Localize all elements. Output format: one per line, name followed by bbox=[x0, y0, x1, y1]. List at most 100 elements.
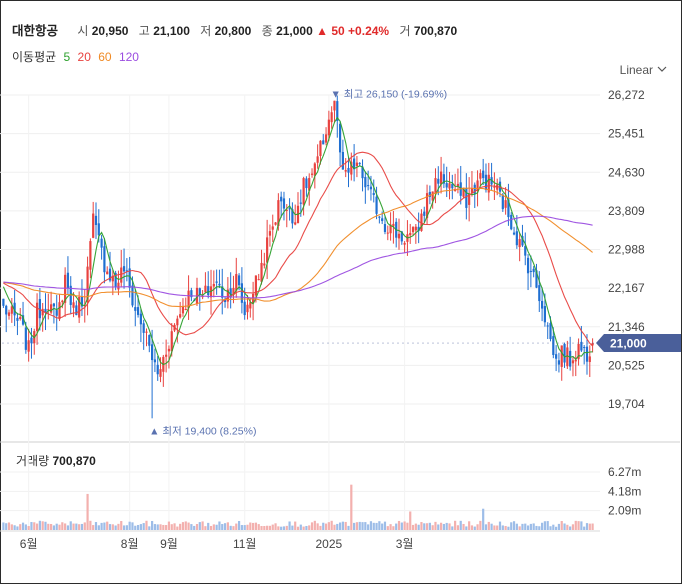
candle-body bbox=[400, 231, 403, 242]
volume-bar bbox=[288, 521, 291, 530]
volume-bar bbox=[19, 524, 22, 530]
candle-body bbox=[106, 271, 109, 275]
volume-panel-value: 700,870 bbox=[52, 454, 96, 468]
candle-body bbox=[347, 167, 350, 173]
close-label: 종 bbox=[261, 24, 273, 38]
candle-body bbox=[136, 307, 140, 315]
candle-body bbox=[285, 209, 288, 211]
candle-body bbox=[266, 237, 269, 263]
candle-body bbox=[204, 285, 207, 293]
volume-bar bbox=[400, 522, 403, 530]
candle-body bbox=[560, 345, 563, 367]
volume-bar bbox=[159, 524, 162, 530]
volume-bar bbox=[156, 524, 159, 530]
price-tick-label: 25,451 bbox=[608, 127, 645, 141]
candle-body bbox=[305, 178, 308, 189]
candle-body bbox=[52, 303, 56, 307]
candle-body bbox=[72, 302, 75, 308]
volume-bar bbox=[305, 525, 308, 530]
volume-bar bbox=[291, 525, 294, 530]
volume-bar bbox=[476, 524, 479, 530]
volume-bar bbox=[588, 523, 591, 530]
candle-body bbox=[324, 134, 328, 143]
candle-body bbox=[24, 327, 27, 350]
volume-bar bbox=[38, 520, 41, 530]
candle-body bbox=[515, 231, 518, 246]
volume-bar bbox=[428, 522, 431, 530]
volume-bar bbox=[308, 525, 311, 530]
close-value: 21,000 bbox=[276, 24, 313, 38]
volume-bar bbox=[21, 522, 25, 530]
volume-bar bbox=[437, 524, 440, 530]
candle-body bbox=[221, 286, 224, 298]
volume-bar bbox=[69, 521, 72, 530]
candle-body bbox=[92, 213, 95, 238]
ma-5-line bbox=[2, 116, 593, 366]
candle-body bbox=[181, 306, 185, 314]
volume-bar bbox=[106, 521, 109, 530]
volume-bar bbox=[479, 520, 482, 530]
volume-bar bbox=[482, 508, 485, 530]
stock-name: 대한항공 bbox=[12, 24, 59, 38]
volume-bar bbox=[100, 522, 103, 530]
volume-bar bbox=[80, 523, 84, 530]
volume-tick-label: 6.27m bbox=[608, 465, 641, 479]
ma-20-line bbox=[3, 151, 593, 347]
volume-bar bbox=[136, 524, 140, 530]
candle-body bbox=[89, 241, 92, 270]
volume-bar bbox=[193, 525, 196, 530]
volume-bar bbox=[465, 526, 468, 530]
candle-body bbox=[142, 323, 145, 333]
price-tick-label: 20,525 bbox=[608, 358, 645, 372]
candle-body bbox=[277, 200, 280, 226]
volume-bar bbox=[187, 522, 190, 530]
volume-bar bbox=[313, 520, 316, 530]
volume-bar bbox=[423, 523, 426, 530]
volume-bar bbox=[338, 522, 342, 530]
candle-body bbox=[44, 308, 47, 313]
candle-body bbox=[75, 305, 78, 316]
candle-body bbox=[442, 174, 445, 184]
volume-bar bbox=[333, 524, 336, 530]
volume-bar bbox=[473, 526, 476, 530]
candle-body bbox=[563, 343, 566, 363]
volume-bar bbox=[207, 522, 210, 530]
volume-bar bbox=[114, 525, 117, 530]
volume-bar bbox=[263, 526, 266, 530]
chevron-down-icon[interactable] bbox=[656, 64, 668, 74]
candle-body bbox=[510, 214, 513, 230]
candle-body bbox=[145, 331, 148, 333]
volume-bar bbox=[392, 526, 395, 530]
volume-bar bbox=[538, 526, 541, 530]
volume-bar bbox=[249, 522, 252, 530]
volume-bar bbox=[78, 524, 81, 530]
volume-bar bbox=[367, 524, 370, 530]
candle-body bbox=[212, 283, 215, 287]
candle-body bbox=[16, 317, 19, 321]
volume-bar bbox=[190, 524, 193, 530]
volume-bar bbox=[97, 525, 100, 530]
volume-bar bbox=[47, 523, 50, 530]
volume-bar bbox=[92, 525, 95, 530]
candle-body bbox=[504, 200, 507, 208]
candle-body bbox=[420, 213, 423, 231]
candle-body bbox=[229, 288, 232, 298]
candle-body bbox=[21, 315, 25, 325]
candle-body bbox=[518, 239, 521, 248]
candle-body bbox=[249, 302, 252, 309]
volume-bar bbox=[16, 526, 19, 530]
volume-bar bbox=[125, 525, 128, 530]
candle-body bbox=[268, 231, 272, 236]
candle-body bbox=[431, 191, 434, 201]
volume-bar bbox=[229, 525, 232, 530]
scale-mode-button[interactable]: Linear bbox=[619, 63, 653, 77]
candle-body bbox=[555, 354, 558, 359]
candle-body bbox=[294, 222, 297, 225]
candle-body bbox=[198, 288, 201, 295]
candle-body bbox=[465, 188, 468, 208]
candle-body bbox=[111, 275, 114, 282]
candle-body bbox=[476, 180, 479, 192]
candle-body bbox=[2, 298, 5, 306]
volume-bar bbox=[372, 522, 375, 530]
